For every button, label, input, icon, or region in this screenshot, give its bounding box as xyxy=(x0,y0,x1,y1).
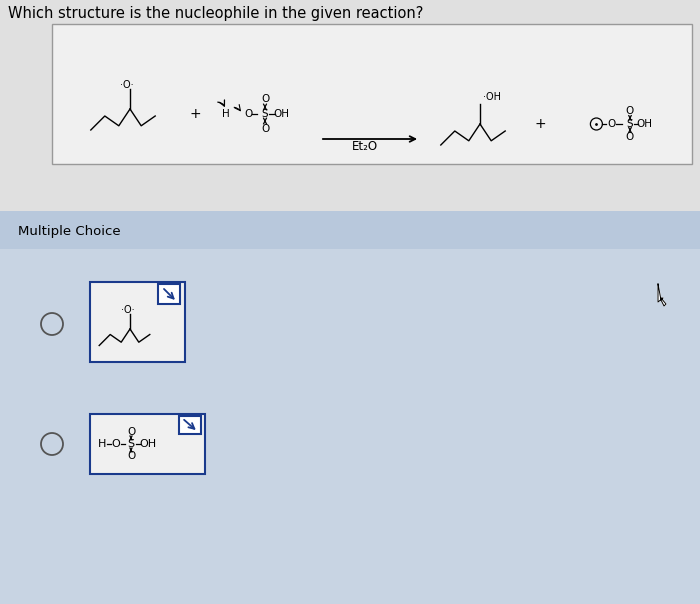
Bar xyxy=(90,282,185,362)
Text: H: H xyxy=(222,109,230,119)
Text: OH: OH xyxy=(274,109,290,119)
Text: +: + xyxy=(189,107,201,121)
Bar xyxy=(90,414,205,474)
Text: O: O xyxy=(111,439,120,449)
Text: O: O xyxy=(127,427,135,437)
Bar xyxy=(0,249,700,604)
Bar xyxy=(0,0,700,214)
Text: S: S xyxy=(262,109,268,119)
Text: +: + xyxy=(534,117,546,131)
Text: O: O xyxy=(127,451,135,461)
Text: OH: OH xyxy=(636,119,652,129)
Text: S: S xyxy=(127,439,134,449)
Text: OH: OH xyxy=(139,439,157,449)
Text: O: O xyxy=(608,119,616,129)
Text: O: O xyxy=(261,94,269,104)
Text: S: S xyxy=(626,119,634,129)
Polygon shape xyxy=(658,284,666,306)
Bar xyxy=(179,416,201,434)
Bar xyxy=(0,211,700,249)
Text: ·O·: ·O· xyxy=(120,80,134,90)
Text: Multiple Choice: Multiple Choice xyxy=(18,225,120,237)
Text: O: O xyxy=(261,124,269,135)
Bar xyxy=(158,284,180,304)
Text: O: O xyxy=(626,132,634,142)
Text: Et₂O: Et₂O xyxy=(352,140,378,152)
Text: Which structure is the nucleophile in the given reaction?: Which structure is the nucleophile in th… xyxy=(8,6,423,21)
Text: ·OH: ·OH xyxy=(483,92,500,103)
Bar xyxy=(52,24,692,164)
Text: ·O·: ·O· xyxy=(121,305,134,315)
Text: H: H xyxy=(98,439,106,449)
Text: O: O xyxy=(244,109,252,119)
Text: O: O xyxy=(626,106,634,116)
